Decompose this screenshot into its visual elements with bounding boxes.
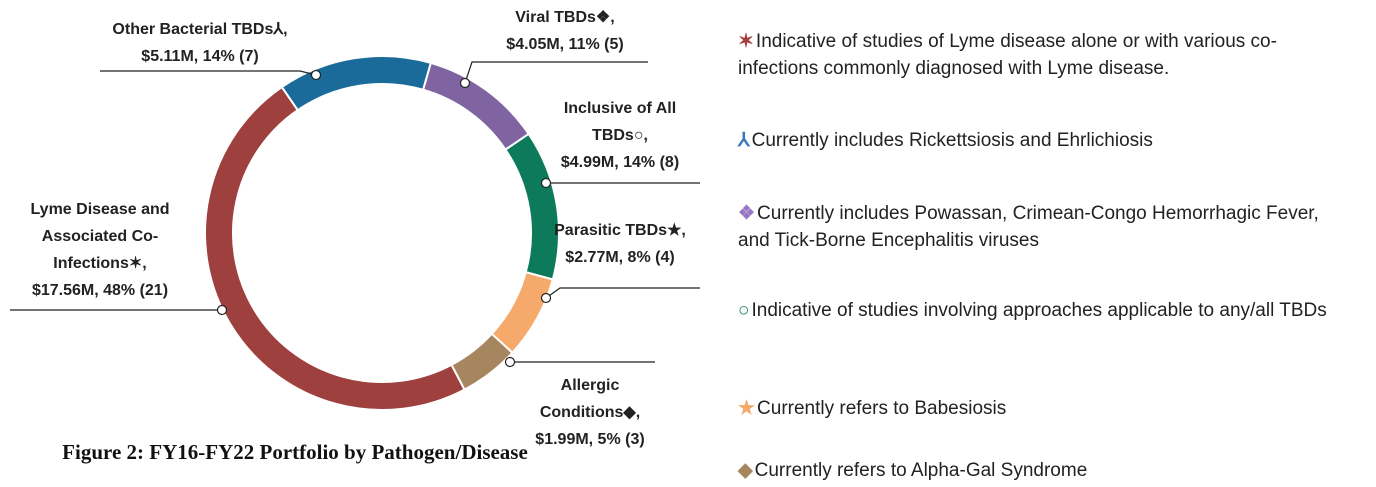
- leader-line: [464, 61, 648, 84]
- note-symbol: ◆: [738, 460, 753, 481]
- note: ◆ Currently refers to Alpha-Gal Syndrome: [738, 457, 1348, 484]
- note-text: Currently includes Powassan, Crimean-Con…: [738, 203, 1319, 251]
- note-text: Currently includes Rickettsiosis and Ehr…: [751, 130, 1153, 151]
- category-label: Allergic Conditions◆,: [539, 377, 641, 421]
- segment-label: Other Bacterial TBDs⅄, $5.11M, 14% (7): [75, 16, 325, 70]
- note: ✶ Indicative of studies of Lyme disease a…: [738, 28, 1348, 82]
- note: ★ Currently refers to Babesiosis: [738, 395, 1348, 422]
- note-symbol: ✶: [738, 31, 754, 52]
- leader-line: [100, 70, 317, 76]
- donut-segment: [204, 85, 466, 411]
- value-label: $17.56M, 48% (21): [31, 282, 169, 299]
- donut-segment: [490, 270, 555, 355]
- note-symbol: ○: [738, 300, 750, 321]
- donut-segment: [280, 55, 433, 112]
- category-label: Viral TBDs❖,: [515, 9, 615, 26]
- value-label: $5.11M, 14% (7): [141, 48, 259, 65]
- value-label: $4.05M, 11% (5): [506, 36, 624, 53]
- leader-dot: [310, 69, 322, 81]
- note: ❖ Currently includes Powassan, Crimean-Co…: [738, 200, 1348, 254]
- segment-label: Inclusive of All TBDs○, $4.99M, 14% (8): [540, 95, 700, 176]
- chart: [10, 55, 700, 411]
- chart-title: Figure 2: FY16-FY22 Portfolio by Pathoge…: [62, 440, 528, 464]
- category-label: Lyme Disease and Associated Co-Infection…: [30, 201, 170, 272]
- category-label: Parasitic TBDs★,: [554, 222, 686, 239]
- note-text: Currently refers to Alpha-Gal Syndrome: [754, 460, 1088, 481]
- category-label: Other Bacterial TBDs⅄,: [112, 21, 288, 38]
- leader-dot: [504, 356, 516, 368]
- note-symbol: ★: [738, 398, 756, 419]
- value-label: $1.99M, 5% (3): [535, 431, 645, 448]
- segment-label: Viral TBDs❖, $4.05M, 11% (5): [470, 4, 660, 58]
- leader-dot: [540, 177, 552, 189]
- note-symbol: ❖: [738, 203, 756, 224]
- note: ⅄ Currently includes Rickettsiosis and Eh…: [738, 127, 1348, 154]
- segment-label: Parasitic TBDs★, $2.77M, 8% (4): [540, 217, 700, 271]
- value-label: $4.99M, 14% (8): [560, 154, 680, 171]
- note-text: Indicative of studies involving approach…: [751, 300, 1327, 321]
- donut-segment: [421, 61, 531, 152]
- leader-dot: [459, 77, 471, 89]
- value-label: $2.77M, 8% (4): [565, 249, 675, 266]
- segment-label: Allergic Conditions◆, $1.99M, 5% (3): [525, 372, 655, 453]
- note-text: Indicative of studies of Lyme disease al…: [738, 31, 1277, 79]
- leader-line: [545, 287, 700, 299]
- note-text: Currently refers to Babesiosis: [757, 398, 1007, 419]
- leader-dot: [216, 304, 228, 316]
- note-symbol: ⅄: [738, 130, 750, 151]
- note: ○ Indicative of studies involving approac…: [738, 297, 1348, 324]
- segment-label: Lyme Disease and Associated Co-Infection…: [5, 196, 195, 304]
- leader-dot: [540, 292, 552, 304]
- category-label: Inclusive of All TBDs○,: [563, 100, 677, 144]
